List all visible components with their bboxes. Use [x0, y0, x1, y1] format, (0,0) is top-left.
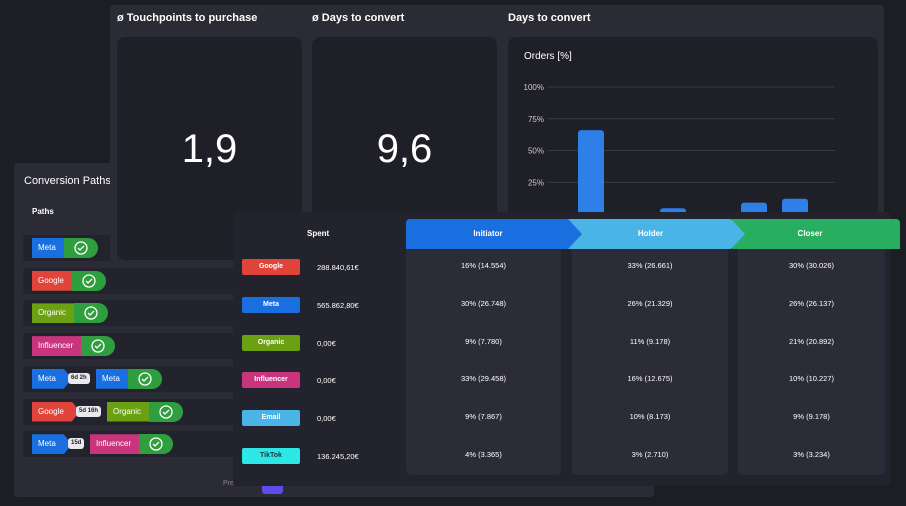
stage-label: Initiator — [473, 229, 503, 238]
channel-chip: Meta — [32, 369, 72, 389]
spent-value: 0,00€ — [317, 376, 336, 386]
share-cell: 33% (29.458) — [460, 374, 507, 384]
chart-title: Days to convert — [508, 12, 591, 24]
share-cell: 3% (3.234) — [793, 450, 830, 459]
y-tick-label: 25% — [528, 178, 544, 187]
share-cell: 26% (26.137) — [788, 298, 835, 308]
path-row: Meta 6d 2h Meta — [23, 365, 263, 392]
channel-label: Influencer — [254, 376, 288, 384]
kpi-title: ø Touchpoints to purchase — [117, 12, 258, 24]
conversion-end — [74, 303, 108, 324]
channel-label: Meta — [263, 300, 279, 308]
channel-badge: Organic — [242, 334, 300, 351]
stage-header: Closer — [732, 219, 900, 249]
y-tick-label: 75% — [528, 115, 544, 124]
share-cell: 30% (26.748) — [460, 298, 507, 308]
share-cell: 33% (26.661) — [627, 261, 673, 270]
bar — [782, 198, 808, 214]
time-gap: 15d — [68, 438, 85, 450]
y-tick-label: 50% — [528, 147, 544, 156]
path-row: Google 5d 16h Organic — [23, 398, 263, 425]
share-cell: 9% (7.867) — [465, 412, 502, 422]
check-icon — [74, 241, 88, 255]
conversion-end — [64, 238, 98, 258]
panel-title: Conversion Paths — [24, 175, 111, 187]
share-cell: 9% (7.780) — [465, 336, 502, 346]
check-icon — [138, 372, 152, 386]
share-cell: 30% (30.026) — [788, 261, 835, 270]
column-header: Paths — [32, 207, 54, 216]
check-icon — [91, 339, 105, 353]
channel-label: Google — [258, 263, 284, 270]
chart-subtitle: Orders [%] — [524, 51, 572, 62]
channel-badge: Influencer — [242, 372, 300, 389]
bar — [741, 202, 767, 214]
y-tick-label: 100% — [524, 83, 544, 92]
attribution-table: Spent Initiator Holder Closer Google 288.840,… — [233, 212, 900, 486]
check-icon — [159, 404, 173, 419]
channel-chip: Influencer — [32, 336, 89, 356]
channel-badge: TikTok — [242, 448, 300, 464]
channel-badge: Google — [242, 259, 300, 275]
channel-chip: Organic — [107, 402, 157, 422]
channel-badge: Email — [242, 410, 300, 427]
channel-label: Email — [261, 414, 281, 422]
channel-chip: Google — [32, 402, 80, 422]
kpi-value: 1,9 — [181, 127, 238, 171]
share-cell: 26% (21.329) — [627, 298, 673, 308]
spent-header: Spent — [307, 229, 330, 238]
bar-chart: Orders [%] 25% 50% 75% 100% — [524, 51, 835, 214]
stage-header: Holder — [568, 219, 745, 249]
channel-chip: Influencer — [90, 434, 147, 454]
check-icon — [82, 274, 96, 288]
check-icon — [149, 437, 163, 451]
time-gap: 5d 16h — [76, 405, 102, 417]
spent-value: 0,00€ — [317, 414, 336, 424]
share-cell: 16% (14.554) — [460, 261, 507, 270]
path-row: Influencer — [23, 333, 263, 360]
spent-value: 0,00€ — [317, 338, 336, 348]
share-cell: 4% (3.365) — [465, 450, 502, 459]
conversion-end — [139, 434, 173, 455]
stage-column — [406, 249, 561, 475]
channel-label: TikTok — [260, 452, 282, 459]
channel-chip: Organic — [32, 303, 82, 323]
kpi-value: 9,6 — [376, 127, 433, 171]
stage-label: Holder — [637, 229, 664, 238]
check-icon — [84, 306, 98, 321]
kpi-title: ø Days to convert — [312, 12, 405, 24]
channel-badge: Meta — [242, 296, 300, 313]
channel-label: Organic — [257, 338, 285, 346]
conversion-end — [149, 401, 183, 422]
time-gap: 6d 2h — [68, 372, 90, 384]
share-cell: 11% (9.178) — [629, 336, 671, 346]
spent-value: 565.862,80€ — [317, 300, 359, 310]
path-row: Organic — [23, 300, 263, 327]
share-cell: 9% (9.178) — [793, 412, 830, 422]
conversion-end — [72, 270, 106, 291]
conversion-end — [81, 336, 115, 357]
path-row: Google — [23, 267, 263, 294]
bar — [578, 130, 604, 214]
path-row: Meta 15d Influencer — [23, 431, 263, 458]
channel-chip: Google — [32, 271, 80, 291]
channel-chip: Meta — [96, 369, 136, 389]
conversion-end — [128, 368, 162, 389]
channel-chip: Meta — [32, 238, 72, 258]
stage-label: Closer — [797, 229, 823, 238]
stage-column — [738, 249, 885, 475]
share-cell: 10% (8.173) — [629, 412, 671, 422]
stage-column — [572, 249, 728, 475]
spent-value: 136.245,20€ — [317, 452, 359, 461]
stage-header: Initiator — [406, 219, 582, 249]
share-cell: 3% (2.710) — [631, 450, 669, 459]
share-cell: 16% (12.675) — [627, 374, 673, 384]
channel-chip: Meta — [32, 434, 72, 454]
spent-value: 288.840,61€ — [317, 263, 359, 272]
share-cell: 21% (20.892) — [788, 336, 835, 346]
share-cell: 10% (10.227) — [788, 374, 835, 384]
